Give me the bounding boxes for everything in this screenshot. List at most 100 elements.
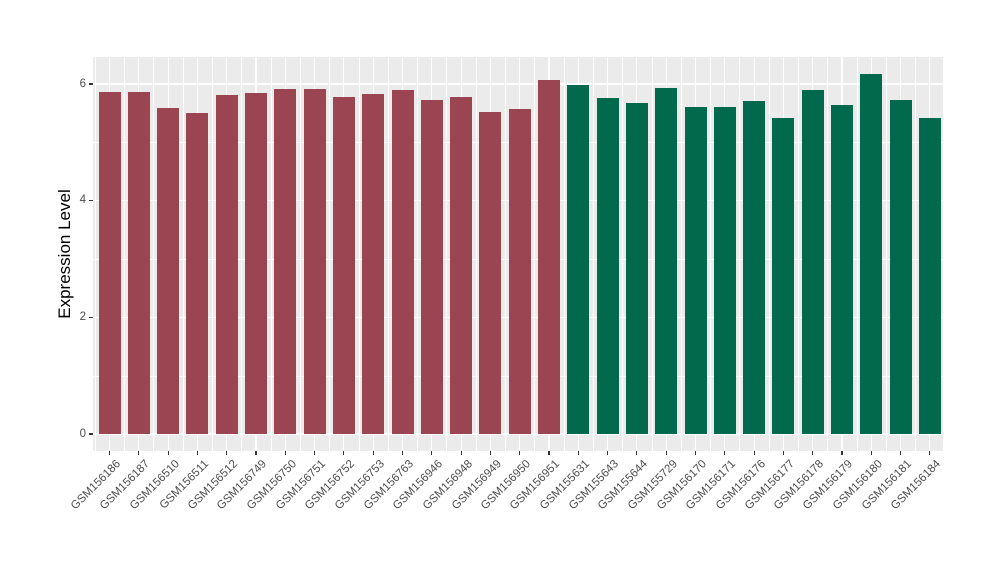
- gridline-y-major: [93, 83, 943, 85]
- x-tick-mark: [694, 451, 697, 455]
- gridline-y-major: [93, 433, 943, 435]
- x-tick-mark: [577, 451, 579, 455]
- bar-GSM156512: [215, 95, 238, 434]
- gridline-x-minor: [329, 57, 330, 451]
- x-tick-mark: [226, 451, 228, 455]
- gridline-x-minor: [680, 57, 682, 451]
- bar-GSM156184: [918, 117, 941, 434]
- gridline-x-minor: [505, 57, 506, 451]
- bar-GSM156763: [391, 89, 414, 434]
- x-tick-mark: [724, 451, 726, 455]
- x-tick-mark: [255, 451, 257, 455]
- gridline-x-minor: [475, 57, 477, 451]
- bar-GSM156171: [713, 106, 736, 434]
- x-tick-mark: [900, 451, 902, 455]
- bar-GSM156946: [420, 99, 443, 434]
- x-tick-mark: [753, 451, 755, 455]
- y-tick-mark: [89, 433, 93, 435]
- gridline-x-minor: [798, 57, 799, 451]
- gridline-x-minor: [417, 57, 418, 451]
- x-tick-mark: [782, 451, 784, 455]
- bar-GSM155644: [625, 103, 648, 434]
- bar-GSM156176: [743, 100, 766, 434]
- bar-GSM156186: [98, 92, 121, 434]
- y-tick-mark: [89, 200, 93, 202]
- bar-GSM156753: [362, 93, 385, 434]
- x-tick-mark: [284, 451, 286, 455]
- x-tick-mark: [665, 451, 667, 455]
- gridline-x-minor: [212, 57, 213, 451]
- gridline-x-minor: [739, 57, 741, 451]
- x-tick-mark: [108, 451, 111, 455]
- gridline-x-minor: [153, 57, 155, 451]
- gridline-x-minor: [768, 57, 770, 451]
- y-tick-label: 0: [79, 427, 86, 440]
- x-tick-mark: [489, 451, 491, 455]
- gridline-x-minor: [915, 57, 916, 451]
- gridline-x-minor: [563, 57, 565, 451]
- bar-GSM156187: [127, 92, 150, 434]
- gridline-x-minor: [270, 57, 272, 451]
- x-tick-mark: [870, 451, 872, 455]
- gridline-x-minor: [534, 57, 536, 451]
- gridline-x-minor: [387, 57, 389, 451]
- gridline-x-minor: [358, 57, 360, 451]
- bar-GSM155729: [655, 87, 678, 434]
- gridline-x-minor: [94, 57, 96, 451]
- gridline-x-minor: [182, 57, 184, 451]
- bar-GSM156177: [772, 117, 795, 434]
- bar-GSM156181: [889, 99, 912, 434]
- bar-GSM156510: [157, 107, 180, 434]
- x-tick-mark: [372, 451, 374, 455]
- bar-GSM156951: [538, 79, 560, 434]
- gridline-x-minor: [241, 57, 243, 451]
- x-tick-mark: [929, 451, 931, 455]
- bar-GSM156180: [860, 74, 883, 434]
- y-tick-label: 4: [79, 194, 86, 207]
- x-tick-mark: [138, 451, 140, 455]
- bar-GSM155631: [567, 85, 590, 434]
- gridline-x-minor: [299, 57, 301, 451]
- bar-GSM156170: [684, 106, 707, 434]
- x-tick-mark: [196, 451, 198, 455]
- gridline-x-minor: [885, 57, 887, 451]
- bar-GSM156949: [479, 112, 502, 434]
- plot-panel: [93, 57, 943, 451]
- x-tick-mark: [343, 451, 345, 455]
- x-tick-mark: [812, 451, 814, 455]
- x-tick-mark: [431, 451, 433, 455]
- gridline-x-minor: [622, 57, 623, 451]
- gridline-x-minor: [124, 57, 125, 451]
- bar-GSM156178: [801, 89, 824, 434]
- gridline-x-minor: [592, 57, 594, 451]
- x-tick-mark: [314, 451, 316, 455]
- x-tick-mark: [607, 451, 609, 455]
- y-tick-label: 2: [79, 310, 86, 323]
- x-tick-mark: [636, 451, 638, 455]
- gridline-x-minor: [651, 57, 653, 451]
- y-axis-title: Expression Level: [55, 189, 74, 319]
- gridline-x-minor: [446, 57, 448, 451]
- bar-GSM156948: [450, 97, 473, 434]
- x-tick-mark: [519, 451, 521, 455]
- x-tick-mark: [548, 451, 550, 455]
- bar-GSM156749: [245, 92, 267, 434]
- gridline-x-minor: [710, 57, 711, 451]
- bar-GSM156950: [508, 108, 531, 434]
- bar-GSM156751: [303, 88, 326, 434]
- bar-GSM156511: [186, 112, 209, 434]
- x-tick-mark: [401, 451, 404, 455]
- bar-GSM155643: [596, 98, 619, 434]
- bar-GSM156179: [831, 105, 853, 434]
- gridline-x-minor: [856, 57, 858, 451]
- bar-GSM156750: [274, 88, 297, 434]
- gridline-x-minor: [827, 57, 829, 451]
- y-tick-mark: [89, 316, 93, 318]
- x-tick-mark: [167, 451, 169, 455]
- x-tick-mark: [460, 451, 462, 455]
- bar-GSM156752: [332, 97, 355, 434]
- y-tick-label: 6: [79, 77, 86, 90]
- y-tick-mark: [89, 83, 93, 85]
- x-tick-mark: [841, 451, 843, 455]
